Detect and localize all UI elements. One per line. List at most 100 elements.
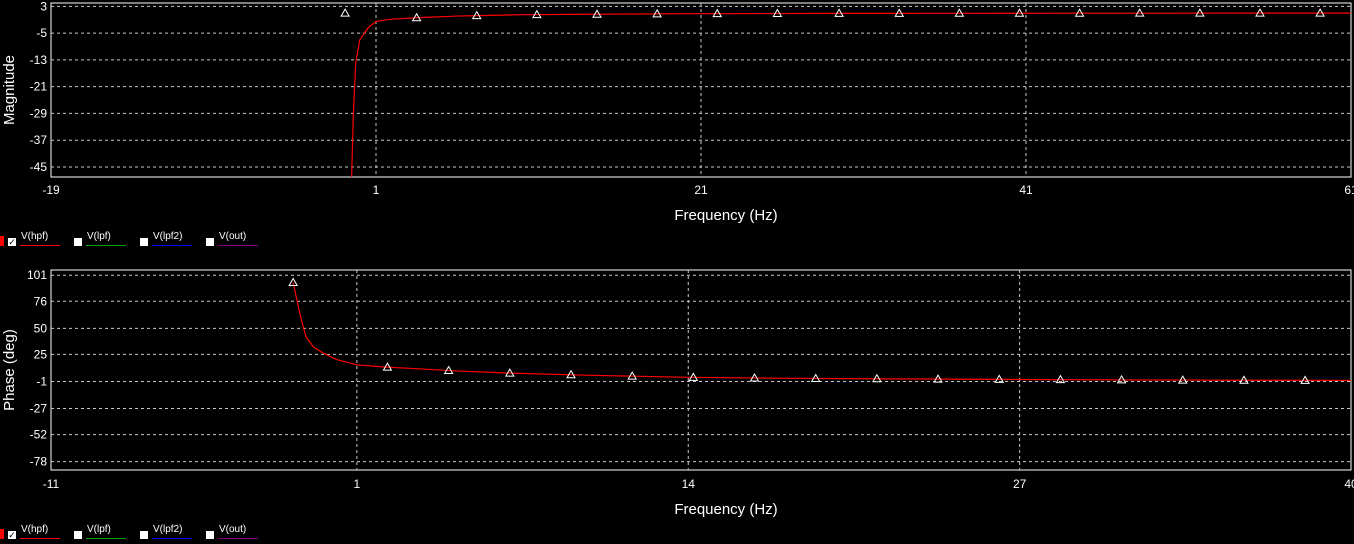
data-point-marker xyxy=(772,8,783,18)
legend-checkbox[interactable]: ✓ xyxy=(8,530,16,540)
y-tick-label: -29 xyxy=(30,106,48,120)
legend-checkbox[interactable] xyxy=(140,238,148,246)
data-point-marker xyxy=(1116,374,1127,384)
data-point-marker xyxy=(1239,375,1249,384)
legend-item-vhpf[interactable]: ✓ V(hpf) xyxy=(0,524,60,541)
data-point-marker xyxy=(1315,8,1325,17)
data-point-marker xyxy=(894,8,905,17)
y-tick-label: 101 xyxy=(27,268,47,282)
legend-item-vlpf[interactable]: V(lpf) xyxy=(66,231,126,248)
y-tick-label: 25 xyxy=(34,347,48,361)
x-tick-label: 1 xyxy=(354,477,361,491)
legend-label: V(lpf2) xyxy=(153,524,183,535)
x-axis-label: Frequency (Hz) xyxy=(674,207,777,224)
legend-label: V(lpf) xyxy=(87,231,111,242)
x-tick-label: 14 xyxy=(682,477,696,491)
legend-item-vout[interactable]: V(out) xyxy=(198,231,258,248)
x-axis-label: Frequency (Hz) xyxy=(674,501,777,518)
data-point-marker xyxy=(382,362,393,371)
y-axis-label: Phase (deg) xyxy=(1,329,18,411)
legend-line-swatch xyxy=(152,538,192,539)
magnitude-legend: ✓ V(hpf) V(lpf) V(lpf2) V(out) xyxy=(0,231,400,248)
data-point-marker xyxy=(712,8,723,18)
legend-label: V(hpf) xyxy=(21,231,49,242)
y-tick-label: -52 xyxy=(30,428,48,442)
data-point-marker xyxy=(688,372,699,381)
data-point-marker xyxy=(810,373,821,382)
x-tick-label: 21 xyxy=(694,183,708,197)
data-point-marker xyxy=(1134,8,1145,17)
plot-frame xyxy=(50,269,1352,471)
legend-checkbox[interactable] xyxy=(206,531,214,539)
legend-checkbox[interactable] xyxy=(74,238,82,246)
data-point-marker xyxy=(1300,375,1310,384)
legend-line-swatch xyxy=(218,538,258,539)
legend-label: V(lpf2) xyxy=(153,231,183,242)
x-tick-label: 61 xyxy=(1344,183,1354,197)
y-axis-label: Magnitude xyxy=(1,55,18,125)
phase-plot[interactable]: -11 1 14 27 40 101 76 50 25 -1 -27 -52 -78 Frequency … xyxy=(1,268,1354,518)
data-point-marker xyxy=(532,9,542,19)
legend-line-swatch xyxy=(218,245,258,246)
legend-line-swatch xyxy=(20,538,60,539)
active-series-marker xyxy=(0,236,4,246)
x-tick-label: -19 xyxy=(42,183,60,197)
legend-checkbox[interactable]: ✓ xyxy=(8,237,16,247)
data-point-marker xyxy=(592,9,602,18)
data-point-marker xyxy=(504,368,515,377)
y-tick-label: -13 xyxy=(30,53,48,67)
data-point-marker xyxy=(749,372,760,382)
data-point-marker xyxy=(627,371,638,380)
y-tick-label: -45 xyxy=(30,160,48,174)
data-point-marker xyxy=(994,374,1005,383)
data-point-marker xyxy=(1177,375,1188,384)
legend-label: V(lpf) xyxy=(87,524,111,535)
magnitude-plot[interactable]: -19 1 21 41 61 3 -5 -13 -21 -29 -37 -45 Frequency (H… xyxy=(1,0,1354,224)
legend-line-swatch xyxy=(86,245,126,246)
y-tick-label: -78 xyxy=(30,455,48,469)
legend-item-vout[interactable]: V(out) xyxy=(198,524,258,541)
legend-label: V(hpf) xyxy=(21,524,49,535)
legend-checkbox[interactable] xyxy=(74,531,82,539)
legend-checkbox[interactable] xyxy=(206,238,214,246)
legend-label: V(out) xyxy=(219,524,247,535)
data-point-marker xyxy=(1074,8,1085,17)
active-series-marker xyxy=(0,529,4,539)
data-point-marker xyxy=(1255,8,1265,17)
series-line-V(hpf) xyxy=(292,282,1351,382)
legend-line-swatch xyxy=(152,245,192,246)
y-tick-label: -5 xyxy=(36,26,47,40)
data-point-marker xyxy=(471,10,482,20)
data-point-marker xyxy=(443,365,454,374)
x-tick-label: 41 xyxy=(1019,183,1033,197)
y-tick-label: -27 xyxy=(30,402,48,416)
legend-line-swatch xyxy=(86,538,126,539)
x-tick-label: 1 xyxy=(373,183,380,197)
data-point-marker xyxy=(954,8,965,17)
data-point-marker xyxy=(566,369,576,379)
data-point-marker xyxy=(288,277,299,286)
data-point-marker xyxy=(1014,8,1025,17)
legend-label: V(out) xyxy=(219,231,247,242)
data-point-marker xyxy=(652,8,662,18)
legend-checkbox[interactable] xyxy=(140,531,148,539)
data-point-marker xyxy=(1055,374,1066,384)
series-line-V(hpf) xyxy=(351,12,1351,177)
y-tick-label: 76 xyxy=(34,294,48,308)
x-tick-label: 27 xyxy=(1013,477,1027,491)
data-point-marker xyxy=(933,374,943,383)
legend-item-vlpf2[interactable]: V(lpf2) xyxy=(132,524,192,541)
x-tick-label: 40 xyxy=(1344,477,1354,491)
data-point-marker xyxy=(411,12,422,22)
y-tick-label: -1 xyxy=(36,374,47,388)
legend-item-vlpf2[interactable]: V(lpf2) xyxy=(132,231,192,248)
x-tick-label: -11 xyxy=(43,477,60,491)
data-point-marker xyxy=(872,373,882,383)
data-point-marker xyxy=(340,8,350,17)
data-point-marker xyxy=(834,8,844,17)
legend-item-vlpf[interactable]: V(lpf) xyxy=(66,524,126,541)
legend-item-vhpf[interactable]: ✓ V(hpf) xyxy=(0,231,60,248)
data-point-marker xyxy=(1195,8,1205,17)
y-tick-label: -37 xyxy=(30,133,48,147)
